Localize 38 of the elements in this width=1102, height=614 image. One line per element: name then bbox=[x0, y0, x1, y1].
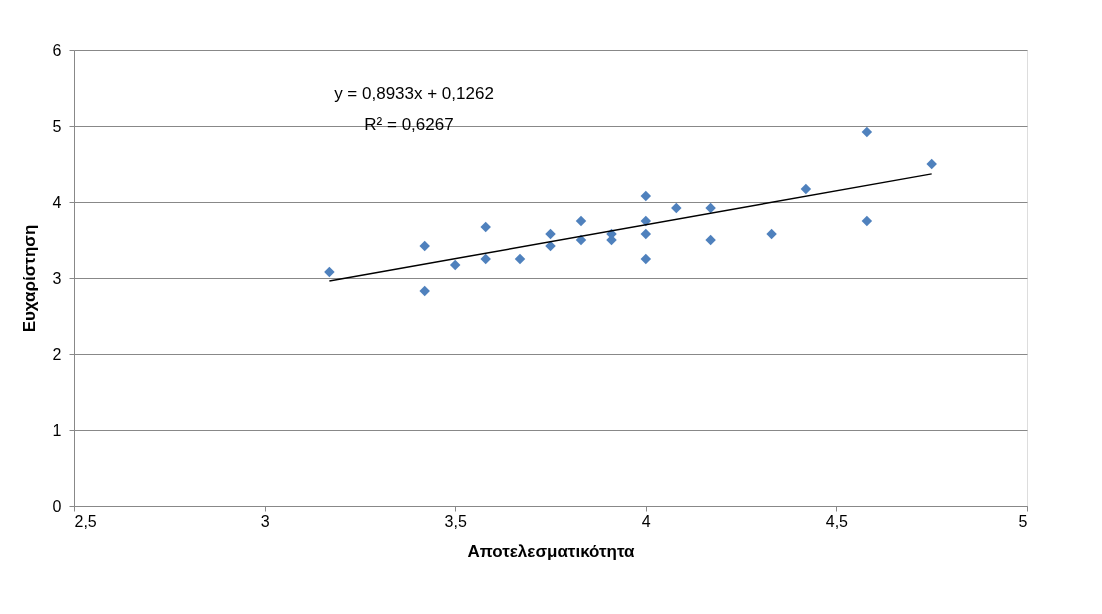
point bbox=[800, 183, 812, 195]
point bbox=[545, 228, 556, 240]
x-tick-label: 4 bbox=[641, 512, 651, 530]
point bbox=[449, 259, 461, 271]
annotation: R² = 0,6267 bbox=[364, 115, 454, 134]
point bbox=[575, 215, 587, 227]
point bbox=[640, 215, 652, 227]
point bbox=[705, 234, 716, 246]
point bbox=[419, 240, 430, 252]
x-tick-label: 5 bbox=[1018, 512, 1028, 530]
annotation: y = 0,8933x + 0,1262 bbox=[334, 84, 494, 103]
point bbox=[766, 228, 777, 240]
point bbox=[480, 221, 491, 233]
point bbox=[419, 285, 430, 297]
point bbox=[640, 228, 652, 240]
point bbox=[671, 202, 682, 214]
y-tick-label: 1 bbox=[52, 421, 62, 439]
point bbox=[926, 158, 937, 170]
y-tick-label: 2 bbox=[52, 345, 62, 363]
point bbox=[640, 190, 652, 202]
y-axis-title: Ευχαρίστηση bbox=[19, 224, 39, 333]
x-tick-label: 2,5 bbox=[74, 512, 97, 530]
x-tick-label: 3 bbox=[260, 512, 270, 530]
x-tick-label: 4,5 bbox=[825, 512, 849, 530]
point bbox=[324, 266, 335, 278]
point bbox=[861, 126, 873, 138]
point bbox=[514, 253, 526, 265]
y-tick-label: 3 bbox=[52, 269, 62, 287]
point bbox=[480, 253, 491, 265]
point bbox=[640, 253, 652, 265]
x-axis-title: Αποτελεσματικότητα bbox=[467, 541, 636, 561]
y-tick-label: 0 bbox=[52, 497, 62, 515]
y-tick-label: 6 bbox=[52, 41, 62, 59]
x-tick-label: 3,5 bbox=[444, 512, 467, 530]
point bbox=[575, 234, 587, 246]
y-tick-label: 5 bbox=[52, 117, 62, 135]
y-tick-label: 4 bbox=[52, 193, 62, 211]
point bbox=[861, 215, 873, 227]
